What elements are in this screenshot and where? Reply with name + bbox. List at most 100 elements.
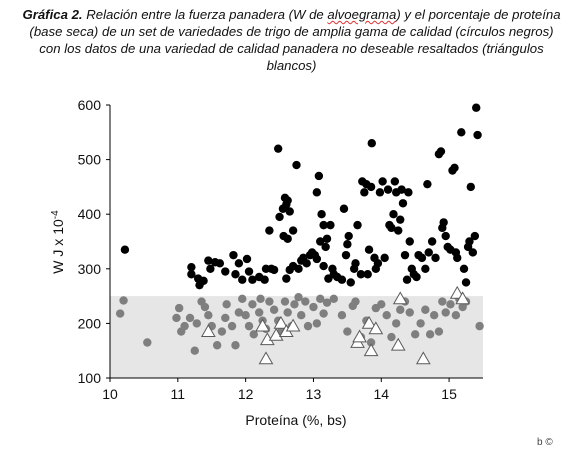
data-point-gray <box>416 319 425 328</box>
caption-text-a: Relación entre la fuerza panadera (W de <box>82 7 328 22</box>
data-point-triangle <box>415 351 431 365</box>
data-point-gray <box>249 330 258 339</box>
data-point-gray <box>180 321 189 331</box>
data-point-black <box>221 267 230 276</box>
data-point-black <box>269 265 279 275</box>
data-point-black <box>353 220 362 230</box>
data-point-gray <box>301 297 310 306</box>
data-point-gray <box>329 294 338 304</box>
points-layer <box>115 103 484 365</box>
y-axis-title-exponent: -4 <box>50 210 61 219</box>
data-point-black <box>312 254 322 264</box>
data-point-triangle <box>258 351 274 365</box>
tick-labels-layer: 100 200 300 400 500 600 10 11 12 13 14 15 <box>78 97 457 402</box>
data-point-black <box>275 212 284 222</box>
x-tick-label: 13 <box>306 386 322 402</box>
data-point-gray <box>309 302 318 312</box>
data-point-gray <box>241 311 250 320</box>
y-tick-label: 600 <box>78 97 102 113</box>
data-point-black <box>283 234 292 243</box>
data-point-black <box>363 270 372 279</box>
data-point-gray <box>185 313 195 323</box>
data-point-triangle <box>273 315 289 329</box>
data-point-black <box>351 259 360 268</box>
data-point-gray <box>410 330 420 339</box>
data-point-black <box>431 253 440 263</box>
data-point-gray <box>234 308 244 317</box>
data-point-black <box>248 275 257 284</box>
corner-mark: b © <box>537 437 553 448</box>
data-point-black <box>463 242 473 252</box>
data-point-black <box>360 188 369 197</box>
data-point-gray <box>337 311 347 320</box>
data-point-gray <box>438 297 447 306</box>
data-point-gray <box>231 341 240 350</box>
data-point-triangle <box>455 291 471 305</box>
data-point-black <box>234 259 244 268</box>
data-point-black <box>387 223 396 233</box>
data-point-black <box>206 264 215 273</box>
figure-caption: Gráfica 2. Relación entre la fuerza pana… <box>0 6 583 74</box>
data-point-black <box>383 185 393 194</box>
data-point-gray <box>303 321 313 331</box>
data-point-gray <box>265 297 274 306</box>
data-point-gray <box>200 302 210 312</box>
data-point-black <box>468 248 478 257</box>
data-point-black <box>473 130 482 140</box>
data-point-black <box>457 128 466 137</box>
data-point-gray <box>396 305 405 314</box>
y-tick-label: 500 <box>78 152 102 168</box>
data-point-black <box>417 253 427 263</box>
data-point-black <box>238 275 247 284</box>
data-point-black <box>404 188 413 197</box>
data-point-black <box>367 139 376 148</box>
data-point-gray <box>290 300 299 309</box>
x-tick-label: 15 <box>441 386 457 402</box>
data-point-black <box>402 275 412 284</box>
data-point-black <box>423 179 432 189</box>
y-tick-label: 400 <box>78 206 102 222</box>
data-point-black <box>356 270 366 279</box>
data-point-triangle <box>352 329 367 343</box>
data-point-black <box>187 270 196 279</box>
data-point-gray <box>425 330 435 339</box>
data-point-triangle <box>268 327 284 341</box>
data-point-black <box>244 267 254 276</box>
x-tick-label: 10 <box>102 386 118 402</box>
data-point-gray <box>319 309 328 318</box>
data-point-black <box>314 171 324 181</box>
data-point-gray <box>446 300 455 309</box>
data-point-gray <box>204 311 213 320</box>
x-tick-label: 11 <box>171 386 186 402</box>
data-point-black <box>461 278 471 287</box>
data-point-black <box>421 264 430 273</box>
data-point-gray <box>382 311 391 320</box>
data-point-gray <box>294 292 303 302</box>
data-point-black <box>312 188 322 197</box>
x-tick-label: 14 <box>373 386 389 402</box>
data-point-black <box>319 261 328 271</box>
data-point-gray <box>280 297 290 306</box>
data-point-gray <box>283 308 292 317</box>
data-point-black <box>285 207 294 216</box>
data-point-black <box>292 160 301 170</box>
data-point-gray <box>405 308 414 317</box>
data-point-black <box>204 256 213 265</box>
data-point-gray <box>269 305 279 314</box>
data-point-black <box>375 188 385 197</box>
data-point-gray <box>222 300 231 309</box>
data-point-gray <box>244 321 254 331</box>
data-point-gray <box>172 313 181 323</box>
data-point-black <box>453 253 462 263</box>
data-point-triangle <box>363 343 379 357</box>
y-tick-label: 200 <box>78 315 102 331</box>
data-point-triangle <box>361 315 377 329</box>
data-point-black <box>470 231 480 241</box>
data-point-triangle <box>255 318 270 332</box>
data-point-black <box>319 220 328 230</box>
caption-line-4: blancos) <box>266 58 317 73</box>
data-point-black <box>302 259 311 268</box>
data-point-black <box>389 210 398 219</box>
data-point-gray <box>343 327 352 336</box>
